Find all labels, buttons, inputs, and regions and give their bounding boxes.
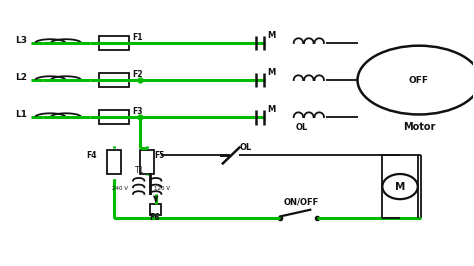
- Circle shape: [357, 46, 474, 114]
- Text: F1: F1: [132, 33, 142, 41]
- Text: F2: F2: [132, 70, 142, 79]
- Text: F3: F3: [132, 107, 142, 116]
- Text: Motor: Motor: [403, 122, 435, 132]
- FancyBboxPatch shape: [150, 205, 161, 215]
- Text: M: M: [268, 31, 276, 40]
- FancyBboxPatch shape: [99, 73, 129, 87]
- FancyBboxPatch shape: [140, 150, 155, 174]
- FancyBboxPatch shape: [107, 150, 121, 174]
- Ellipse shape: [383, 174, 418, 199]
- Text: M: M: [268, 68, 276, 77]
- Text: M: M: [395, 182, 405, 192]
- Text: 120 V: 120 V: [155, 186, 170, 191]
- Text: L2: L2: [15, 73, 27, 82]
- Text: F5: F5: [155, 151, 164, 160]
- Text: OFF: OFF: [409, 76, 429, 85]
- Text: OL: OL: [296, 123, 308, 132]
- Text: F6: F6: [150, 213, 160, 222]
- Text: ON/OFF: ON/OFF: [283, 198, 319, 207]
- Text: T1: T1: [136, 166, 145, 175]
- Text: L1: L1: [15, 110, 27, 119]
- Text: OL: OL: [239, 143, 252, 152]
- FancyBboxPatch shape: [99, 36, 129, 50]
- FancyBboxPatch shape: [99, 110, 129, 124]
- Text: L3: L3: [15, 36, 27, 45]
- Text: F4: F4: [86, 151, 96, 160]
- Text: M: M: [268, 105, 276, 114]
- Text: 240 V: 240 V: [112, 186, 128, 191]
